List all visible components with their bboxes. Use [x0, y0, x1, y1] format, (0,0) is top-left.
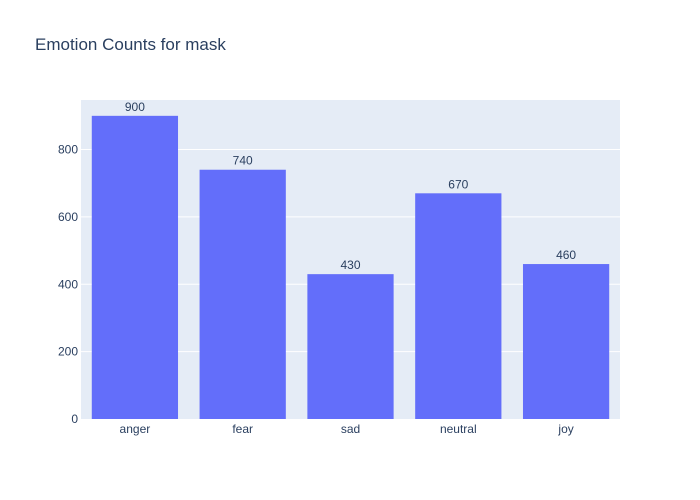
- bar-neutral: [415, 193, 502, 419]
- x-tick-label-sad: sad: [341, 422, 360, 436]
- x-tick-label-fear: fear: [232, 422, 253, 436]
- y-tick-label: 0: [71, 412, 78, 426]
- data-label-anger: 900: [125, 100, 145, 114]
- data-label-sad: 430: [340, 258, 360, 272]
- data-label-neutral: 670: [448, 177, 468, 191]
- chart-title: Emotion Counts for mask: [35, 35, 226, 54]
- bars: [91, 115, 610, 420]
- bar-sad: [307, 274, 394, 419]
- x-tick-label-neutral: neutral: [440, 422, 477, 436]
- x-tick-label-joy: joy: [557, 422, 573, 436]
- y-axis-ticks: 0 200 400 600 800: [58, 143, 78, 426]
- bar-anger: [91, 115, 179, 420]
- y-tick-label: 400: [58, 277, 78, 291]
- bar-fear: [199, 169, 286, 419]
- data-label-fear: 740: [233, 154, 253, 168]
- bar-joy: [522, 264, 610, 419]
- x-axis-ticks: anger fear sad neutral joy: [120, 422, 574, 436]
- y-tick-label: 800: [58, 143, 78, 157]
- data-labels: 900 740 430 670 460: [125, 100, 577, 272]
- y-tick-label: 600: [58, 210, 78, 224]
- x-tick-label-anger: anger: [120, 422, 151, 436]
- y-tick-label: 200: [58, 345, 78, 359]
- data-label-joy: 460: [556, 248, 576, 262]
